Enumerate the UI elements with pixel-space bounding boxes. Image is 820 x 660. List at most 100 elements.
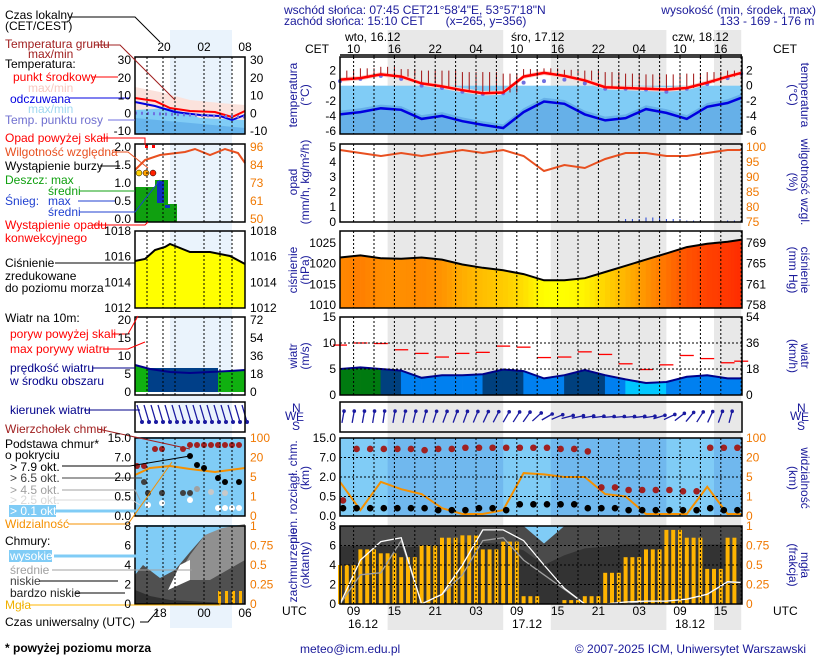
legend-precip-over: Opad powyżej skali [5, 131, 108, 145]
rh-axis-unit: (%) [786, 173, 800, 192]
wind-direction-arrow [522, 411, 531, 423]
wind-direction-arrow [707, 411, 714, 423]
pressure-fill [482, 267, 489, 309]
legend-cloud-dot [208, 442, 214, 448]
legend-gust-over: poryw powyżej skali [10, 327, 116, 341]
axis-tick: 36 [746, 336, 760, 350]
pressure-line [339, 238, 742, 282]
legend-axis-tick: 1012 [104, 301, 131, 315]
coordinates: 21°58'4"E, 53°57'18"N [426, 3, 545, 17]
legend-temp-midpoint: punkt środkowy [13, 70, 96, 84]
legend-axis-tick: 1016 [250, 250, 277, 264]
legend-cloud-dot [236, 442, 242, 448]
legend-axis-tick: 0.5 [114, 490, 131, 504]
wind-direction-arrow [502, 411, 510, 423]
axis-tick: 761 [746, 277, 766, 291]
cloud-base-dot [557, 501, 564, 508]
legend-axis-tick: 7.0 [114, 451, 131, 465]
cet-tick: 04 [633, 42, 647, 56]
compass-n: N [797, 401, 806, 415]
cloud-top-dot [434, 445, 442, 453]
wind-arrow-head [653, 414, 657, 418]
legend-cl-high: wysokie [9, 549, 53, 563]
axis-tick: 18 [746, 362, 760, 376]
legend-wind: Wiatr na 10m: [5, 311, 80, 325]
axis-tick: 769 [746, 236, 766, 250]
wind-axis-label: wiatr [286, 343, 300, 369]
pressure-fill [569, 278, 575, 309]
legend-cloud-dot [194, 462, 200, 468]
wind-direction-arrow [531, 412, 542, 422]
axis-tick: 0 [746, 597, 753, 611]
axis-tick: 6 [329, 539, 336, 553]
wind-direction-arrow [571, 415, 584, 419]
wind-arrow-head [486, 409, 491, 414]
legend-arrow-head [196, 420, 200, 424]
legend-cloud-dot [208, 489, 214, 495]
legend-okt-01: > 0.1 okt. [10, 504, 60, 518]
utc-tick: 09 [673, 604, 687, 618]
legend-snow: Śnieg: [5, 193, 39, 208]
axis-tick: -4 [325, 109, 336, 123]
utc-label: UTC [773, 604, 798, 618]
cloud-top-dot [475, 444, 483, 452]
legend-axis-tick: 5 [124, 367, 131, 381]
elevation-values: 133 - 169 - 176 m [720, 14, 815, 28]
mmhg-axis-label: ciśnienie [798, 247, 812, 294]
wind-direction-arrow [717, 411, 724, 423]
cloud-top-dot [380, 445, 388, 453]
wind-arrow-head [507, 410, 512, 414]
legend-wind-dir: kierunek wiatru [10, 403, 91, 417]
legend-cl-verylow: bardzo niskie [10, 586, 81, 600]
legend-arrow-head [231, 420, 235, 424]
email-link[interactable]: meteo@icm.edu.pl [300, 642, 400, 656]
legend-cloud-top: Wierzchołek chmur [5, 422, 107, 436]
wind-direction-arrow [663, 413, 676, 421]
cloud-base-dot [706, 504, 714, 512]
legend-cloud-dot [222, 505, 228, 511]
legend-axis-tick: 36 [250, 349, 264, 363]
pressure-fill [508, 271, 514, 309]
wind-direction-arrow [392, 410, 396, 424]
wind-direction-arrow [612, 415, 625, 419]
compass-e: E [801, 410, 809, 424]
legend-cloud-dot [222, 490, 228, 496]
wind-direction-arrow [492, 411, 500, 423]
wind-arrow-head [372, 409, 377, 413]
cloud-base-dot [638, 506, 646, 514]
pressure-fill [564, 279, 570, 309]
cloud-base-dot [407, 504, 415, 512]
legend-axis-tick: 20 [250, 71, 264, 85]
kmh-axis-unit: (km/h) [786, 339, 800, 373]
utc-tick: 15 [388, 604, 402, 618]
pressure-fill [497, 269, 504, 309]
legend-panel-frame [134, 316, 246, 396]
legend-arrow-head [140, 420, 144, 424]
legend-wind-speed-2: w środku obszaru [9, 374, 104, 388]
cloud-extent-axis-unit: (km) [298, 466, 312, 490]
fog-bar [344, 565, 349, 604]
pressure-fill [661, 253, 667, 309]
legend-rh: Wilgotność względna [5, 145, 118, 159]
pressure-fill [625, 263, 631, 309]
cloud-base-dot [394, 504, 401, 512]
legend-cloud-dot [141, 463, 147, 469]
wind-direction-arrow [685, 411, 695, 423]
legend-utc-tick: 00 [197, 606, 211, 620]
footnote: * powyżej poziomu morza [5, 641, 151, 655]
legend-fog: Mgła [5, 598, 31, 612]
axis-tick: 85 [746, 185, 760, 199]
axis-tick: 1 [746, 519, 753, 533]
cloud-base-dot [598, 504, 605, 512]
wind-arrow-head [539, 411, 544, 415]
legend-cloud-base-2: o pokryciu [5, 448, 60, 462]
sunrise-text: wschód słońca: 07:45 CET [283, 3, 427, 17]
fog-bar [664, 529, 669, 604]
fog-bar [501, 541, 506, 604]
pressure-fill [737, 239, 742, 309]
pressure-fill [487, 268, 494, 309]
panel-frame [339, 56, 743, 135]
legend-axis-tick: 1 [250, 519, 257, 533]
wind-direction-arrow [422, 411, 427, 423]
